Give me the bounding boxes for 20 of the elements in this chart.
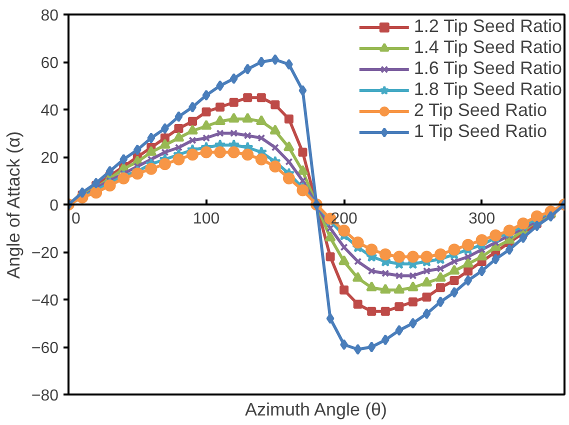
x-axis-title: Azimuth Angle (θ) (244, 400, 388, 420)
y-tick-label: 0 (50, 198, 59, 214)
legend-label: 1.4 Tip Seed Ratio (414, 37, 562, 58)
y-tick-label: 20 (40, 150, 59, 167)
y-axis-title: Angle of Attack (α) (3, 131, 24, 279)
y-tick-label: −20 (31, 245, 59, 262)
x-tick-label: 0 (72, 210, 80, 228)
y-tick-label: 80 (40, 8, 59, 24)
legend-label: 2 Tip Seed Ratio (414, 100, 547, 121)
y-tick-label: −60 (31, 340, 59, 357)
legend-label: 1 Tip Seed Ratio (414, 121, 547, 142)
legend-label: 1.6 Tip Seed Ratio (414, 58, 562, 79)
legend-label: 1.2 Tip Seed Ratio (414, 16, 562, 37)
y-tick-label: 60 (40, 55, 59, 72)
y-tick-label: 40 (40, 102, 59, 120)
legend-label: 1.8 Tip Seed Ratio (414, 79, 562, 100)
y-tick-label: −40 (31, 292, 59, 310)
y-tick-label: −80 (31, 388, 59, 404)
x-tick-label: 300 (468, 210, 496, 228)
x-tick-label: 100 (192, 210, 220, 228)
